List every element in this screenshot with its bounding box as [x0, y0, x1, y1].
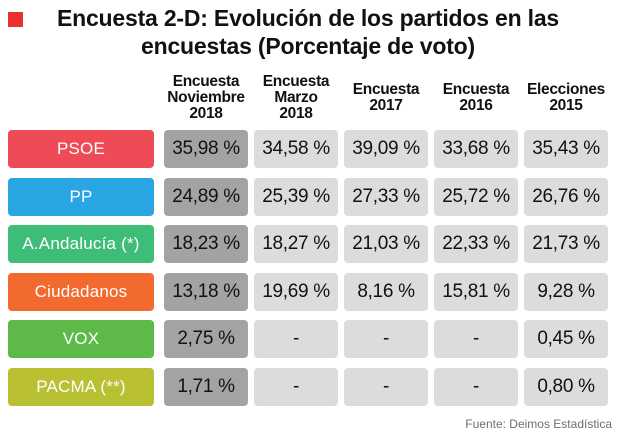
value-cell: 21,73 %	[524, 225, 608, 263]
party-label: A.Andalucía (*)	[8, 225, 154, 263]
value-cell: -	[254, 320, 338, 358]
value-cell: 26,76 %	[524, 177, 608, 216]
source-note: Fuente: Deimos Estadística	[465, 417, 612, 431]
value-cell: 27,33 %	[344, 177, 428, 216]
value-cell: 13,18 %	[164, 272, 248, 311]
chart-title: Encuesta 2-D: Evolución de los partidos …	[56, 5, 560, 59]
column-header: Encuesta Marzo 2018	[262, 73, 330, 122]
value-cell: 18,23 %	[164, 225, 248, 263]
party-label: Ciudadanos	[8, 272, 154, 311]
column-header: Encuesta 2017	[352, 81, 420, 114]
value-cell: 2,75 %	[164, 320, 248, 358]
value-cell: 0,80 %	[524, 367, 608, 406]
party-label: PSOE	[8, 130, 154, 168]
value-cell: -	[344, 367, 428, 406]
party-label: VOX	[8, 320, 154, 358]
value-cell: 22,33 %	[434, 225, 518, 263]
value-cell: 25,72 %	[434, 177, 518, 216]
value-cell: -	[434, 320, 518, 358]
value-cell: 9,28 %	[524, 272, 608, 311]
value-cell: 1,71 %	[164, 367, 248, 406]
value-cell: 33,68 %	[434, 130, 518, 168]
column-header: Elecciones 2015	[527, 81, 605, 114]
column-header: Encuesta Noviembre 2018	[167, 73, 245, 122]
value-cell: 25,39 %	[254, 177, 338, 216]
value-cell: 0,45 %	[524, 320, 608, 358]
value-cell: -	[254, 367, 338, 406]
value-cell: 18,27 %	[254, 225, 338, 263]
value-cell: -	[434, 367, 518, 406]
column-header: Encuesta 2016	[442, 81, 510, 114]
value-cell: 35,98 %	[164, 130, 248, 168]
value-cell: 34,58 %	[254, 130, 338, 168]
party-label: PACMA (**)	[8, 367, 154, 406]
party-label: PP	[8, 177, 154, 216]
value-cell: 39,09 %	[344, 130, 428, 168]
value-cell: 21,03 %	[344, 225, 428, 263]
value-cell: 8,16 %	[344, 272, 428, 311]
value-cell: 35,43 %	[524, 130, 608, 168]
value-cell: -	[344, 320, 428, 358]
value-cell: 24,89 %	[164, 177, 248, 216]
value-cell: 15,81 %	[434, 272, 518, 311]
title-marker-icon	[8, 12, 23, 27]
value-cell: 19,69 %	[254, 272, 338, 311]
